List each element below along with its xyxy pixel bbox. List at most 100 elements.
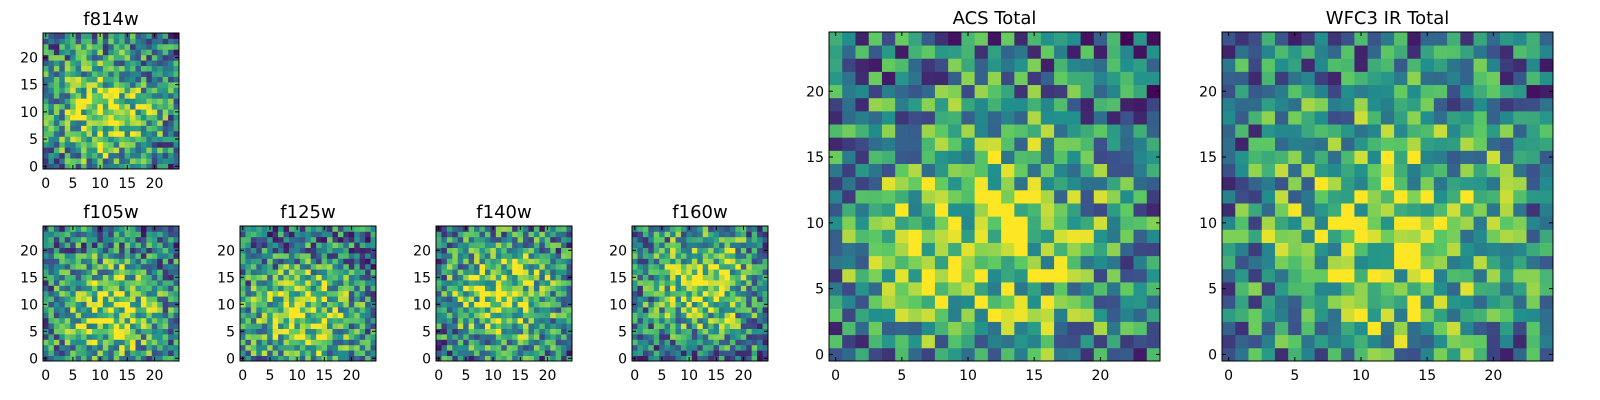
heatmap-cell (724, 258, 731, 265)
heatmap-cell (670, 355, 676, 362)
heatmap-cell (240, 323, 246, 329)
heatmap-cell (168, 76, 174, 83)
heatmap-cell (124, 258, 131, 265)
heatmap-cell (86, 355, 93, 362)
heatmap-cell (53, 307, 60, 313)
heatmap-cell (632, 290, 638, 297)
heatmap-cell (146, 43, 153, 50)
heatmap-cell (250, 258, 257, 265)
heatmap-cell (354, 274, 361, 281)
heatmap-cell (550, 323, 557, 329)
heatmap-cell (1014, 347, 1028, 362)
heatmap-cell (157, 76, 164, 83)
heatmap-cell (299, 290, 306, 297)
heatmap-cell (278, 242, 284, 248)
heatmap-cell (173, 98, 180, 105)
heatmap-cell (43, 312, 49, 319)
heatmap-cell (140, 152, 147, 159)
heatmap-cell (523, 317, 529, 324)
heatmap-cell (1341, 189, 1355, 204)
heatmap-cell (1274, 32, 1289, 46)
heatmap-cell (1314, 216, 1329, 230)
heatmap-cell (474, 317, 480, 324)
heatmap-cell (881, 321, 896, 336)
heatmap-cell (1380, 32, 1395, 46)
heatmap-cell (484, 317, 491, 324)
heatmap-cell (757, 355, 763, 362)
heatmap-cell (140, 242, 147, 248)
heatmap-cell (86, 54, 93, 61)
x-tick-label: 0 (831, 368, 840, 384)
heatmap-cell (1513, 176, 1527, 191)
heatmap-cell (1001, 242, 1015, 257)
heatmap-cell (157, 269, 164, 275)
heatmap-cell (48, 323, 55, 329)
y-tick-label: 10 (806, 216, 824, 232)
heatmap-cell (124, 253, 131, 259)
heatmap-cell (1420, 58, 1435, 72)
heatmap-cell (1146, 45, 1161, 59)
heatmap-cell (1120, 321, 1134, 336)
heatmap-cell (463, 323, 470, 329)
heatmap-cell (974, 58, 989, 72)
heatmap-cell (370, 242, 377, 248)
heatmap-cell (81, 109, 87, 115)
heatmap-cell (168, 49, 174, 56)
heatmap-cell (1146, 176, 1161, 191)
heatmap-cell (566, 269, 573, 275)
heatmap-cell (1235, 58, 1249, 72)
heatmap-cell (1107, 110, 1121, 125)
heatmap-cell (1407, 163, 1421, 178)
heatmap-cell (1420, 282, 1435, 296)
heatmap-cell (484, 231, 491, 238)
heatmap-cell (119, 285, 125, 292)
heatmap-cell (1380, 97, 1395, 112)
heatmap-cell (855, 58, 870, 72)
heatmap-cell (1460, 71, 1474, 86)
heatmap-cell (48, 147, 55, 154)
heatmap-cell (75, 301, 82, 308)
heatmap-cell (146, 71, 153, 77)
heatmap-cell (653, 285, 660, 292)
heatmap-cell (316, 258, 322, 265)
heatmap-cell (75, 355, 82, 362)
heatmap-cell (740, 263, 747, 270)
heatmap-cell (354, 290, 361, 297)
heatmap-cell (829, 71, 843, 86)
heatmap-cell (1093, 124, 1108, 138)
heatmap-cell (81, 152, 87, 159)
heatmap-cell (1040, 295, 1055, 309)
heatmap-cell (895, 150, 909, 164)
heatmap-cell (653, 290, 660, 297)
heatmap-cell (642, 290, 649, 297)
heatmap-cell (75, 120, 82, 126)
heatmap-cell (102, 65, 109, 72)
heatmap-cell (653, 247, 660, 254)
heatmap-cell (691, 236, 698, 243)
heatmap-cell (130, 339, 136, 346)
heatmap-cell (842, 71, 856, 86)
heatmap-cell (59, 269, 66, 275)
heatmap-cell (86, 263, 93, 270)
heatmap-cell (1093, 32, 1108, 46)
heatmap-cell (908, 308, 923, 322)
heatmap-cell (1433, 97, 1448, 112)
heatmap-cell (173, 120, 180, 126)
heatmap-cell (961, 216, 976, 230)
heatmap-cell (81, 339, 87, 346)
heatmap-cell (168, 242, 174, 248)
heatmap-cell (113, 242, 120, 248)
heatmap-cell (81, 33, 87, 39)
heatmap-cell (365, 301, 371, 308)
heatmap-cell (757, 242, 763, 248)
heatmap-cell (474, 253, 480, 259)
heatmap-cell (1080, 189, 1095, 204)
heatmap-cell (1486, 97, 1501, 112)
heatmap-cell (48, 280, 55, 286)
heatmap-cell (119, 236, 125, 243)
heatmap-cell (895, 189, 909, 204)
heatmap-cell (91, 280, 98, 286)
heatmap-cell (1500, 97, 1514, 112)
heatmap-cell (1486, 282, 1501, 296)
y-tick-label: 5 (618, 324, 627, 340)
